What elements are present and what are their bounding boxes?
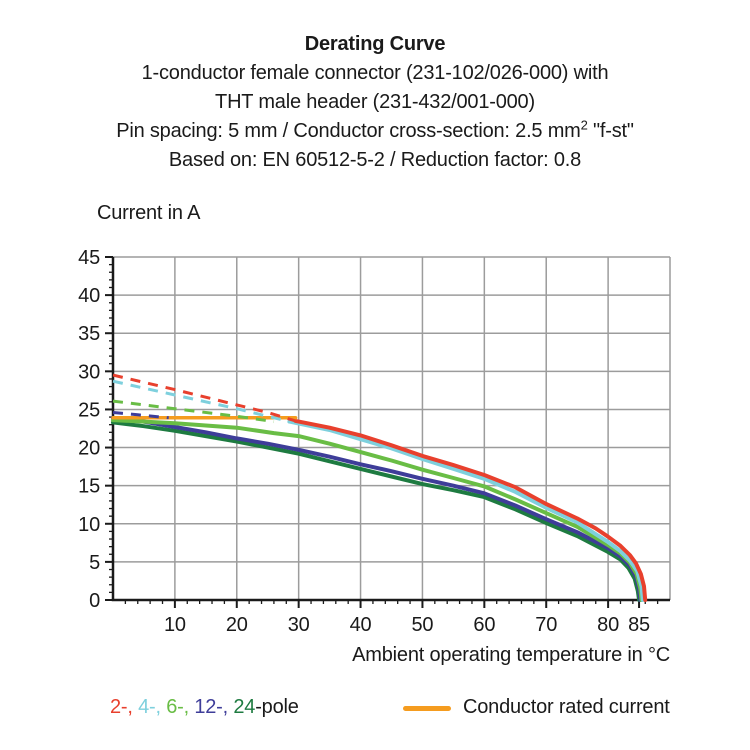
legend-24-pole: 24 (233, 696, 256, 718)
legend-rated-current: Conductor rated current (403, 696, 670, 719)
chart-title: Derating Curve (304, 33, 446, 55)
x-tick-label-20: 20 (226, 614, 248, 636)
y-tick-label-0: 0 (89, 590, 100, 612)
series-12-pole-unrestricted (112, 411, 169, 420)
x-tick-label-40: 40 (350, 614, 372, 636)
x-tick-label-50: 50 (412, 614, 434, 636)
x-tick-label-10: 10 (164, 614, 186, 636)
series-4-pole (287, 419, 645, 602)
x-tick-label-60: 60 (473, 614, 495, 636)
chart-subtitle-4: Based on: EN 60512-5-2 / Reduction facto… (168, 149, 582, 171)
y-tick-label-10: 10 (78, 514, 100, 536)
legend-2-pole: 2-, (110, 696, 139, 718)
y-tick-label-35: 35 (78, 323, 100, 345)
rated-current-label: Conductor rated current (463, 696, 670, 718)
chart-subtitle-2: THT male header (231-432/001-000) (215, 91, 535, 113)
series-2-pole-unrestricted (112, 373, 297, 423)
series-12-pole (111, 415, 643, 602)
series-6-pole-unrestricted (112, 399, 275, 424)
x-tick-label-80: 80 (597, 614, 619, 636)
y-tick-label-20: 20 (78, 438, 100, 460)
legend-pole-counts: 2-, 4-, 6-, 12-, 24-pole (110, 696, 299, 719)
y-tick-label-40: 40 (78, 285, 100, 307)
x-tick-label-70: 70 (535, 614, 557, 636)
legend-pole-suffix: -pole (255, 696, 299, 718)
x-axis-title: Ambient operating temperature in °C (352, 644, 670, 666)
series-24-pole (111, 420, 642, 602)
squared-superscript: 2 (580, 117, 588, 133)
chart-subtitle-1: 1-conductor female connector (231-102/02… (141, 62, 609, 84)
legend-12-pole: 12-, (194, 696, 234, 718)
series-2-pole (293, 418, 648, 602)
chart-subtitle-3: Pin spacing: 5 mm / Conductor cross-sect… (116, 117, 634, 142)
y-tick-label-45: 45 (78, 247, 100, 269)
y-tick-label-15: 15 (78, 476, 100, 498)
y-tick-label-5: 5 (89, 552, 100, 574)
x-tick-label-30: 30 (288, 614, 310, 636)
y-axis-title: Current in A (97, 202, 201, 224)
y-tick-label-30: 30 (78, 361, 100, 383)
rated-current-line-swatch (403, 706, 451, 711)
y-tick-label-25: 25 (78, 399, 100, 421)
legend-4-pole: 4-, (138, 696, 167, 718)
chart-title-block: Derating Curve 1-conductor female connec… (0, 30, 750, 175)
x-tick-label-85: 85 (628, 614, 650, 636)
legend-6-pole: 6-, (166, 696, 195, 718)
series-4-pole-unrestricted (112, 379, 290, 424)
